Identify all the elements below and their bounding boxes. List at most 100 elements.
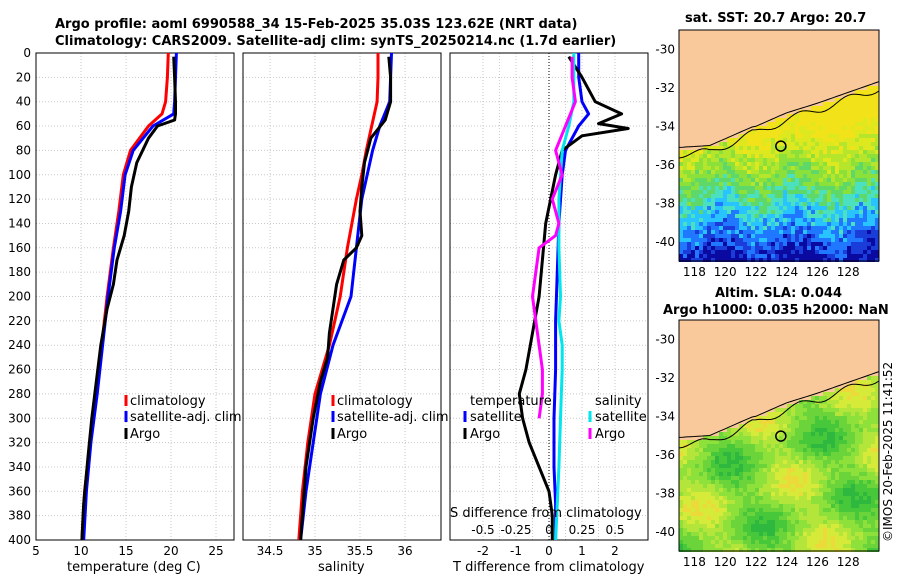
map-cell [691,38,695,42]
map-cell [795,90,799,94]
map-cell [779,46,783,50]
map-cell [783,50,787,54]
map-cell [747,54,751,58]
map-cell [787,66,791,70]
map-cell [875,226,879,230]
map-cell [739,356,743,360]
map-cell [699,46,703,50]
map-cell [679,162,683,166]
map-cell [811,452,815,456]
map-cell [811,222,815,226]
map-cell [719,242,723,246]
map-cell [791,348,795,352]
map-cell [763,206,767,210]
map-cell [855,186,859,190]
map-cell [771,328,775,332]
map-cell [747,122,751,126]
map-cell [723,368,727,372]
map-cell [767,332,771,336]
map-cell [731,456,735,460]
map-cell [859,206,863,210]
map-cell [759,324,763,328]
map-cell [735,440,739,444]
map-cell [803,194,807,198]
map-cell [855,86,859,90]
map-cell [743,368,747,372]
map-cell [771,396,775,400]
map-cell [743,404,747,408]
map-cell [755,94,759,98]
map-cell [719,344,723,348]
map-cell [751,340,755,344]
map-cell [867,436,871,440]
map-cell [847,218,851,222]
map-cell [839,384,843,388]
map-cell [727,396,731,400]
map-cell [719,146,723,150]
map-cell [679,98,683,102]
map-cell [863,258,867,262]
map-cell [871,58,875,62]
map-cell [771,412,775,416]
map-cell [851,448,855,452]
map-cell [747,360,751,364]
map-cell [839,90,843,94]
map-cell [847,194,851,198]
map-cell [815,420,819,424]
map-cell [723,412,727,416]
map-cell [795,412,799,416]
map-cell [867,126,871,130]
map-cell [787,206,791,210]
map-cell [707,238,711,242]
map-cell [763,82,767,86]
map-cell [723,146,727,150]
map-cell [695,246,699,250]
map-cell [731,206,735,210]
map-cell [687,452,691,456]
map-cell [791,404,795,408]
map-cell [803,198,807,202]
map-cell [743,246,747,250]
map-cell [739,114,743,118]
map-cell [819,186,823,190]
map-cell [787,194,791,198]
map-cell [875,234,879,238]
map-cell [719,400,723,404]
map-cell [847,352,851,356]
map-cell [851,452,855,456]
map-cell [863,400,867,404]
map-cell [707,460,711,464]
map-cell [783,356,787,360]
map-cell [695,38,699,42]
map-cell [815,142,819,146]
map-cell [859,58,863,62]
map-cell [679,58,683,62]
map-cell [723,448,727,452]
map-cell [875,138,879,142]
map-cell [751,258,755,262]
map-cell [807,194,811,198]
map-cell [843,170,847,174]
map-cell [851,34,855,38]
map-cell [831,440,835,444]
map-cell [691,134,695,138]
map-cell [707,452,711,456]
map-cell [823,222,827,226]
map-cell [847,158,851,162]
map-cell [763,214,767,218]
map-cell [699,78,703,82]
map-cell [851,222,855,226]
map-cell [703,320,707,324]
map-cell [763,42,767,46]
x-tick-label: -2 [477,544,489,558]
map-cell [787,222,791,226]
map-cell [811,396,815,400]
map-cell [727,166,731,170]
map-cell [791,376,795,380]
map-cell [735,190,739,194]
map-cell [683,90,687,94]
map-cell [867,102,871,106]
map-cell [811,70,815,74]
map-cell [691,170,695,174]
map-cell [703,332,707,336]
